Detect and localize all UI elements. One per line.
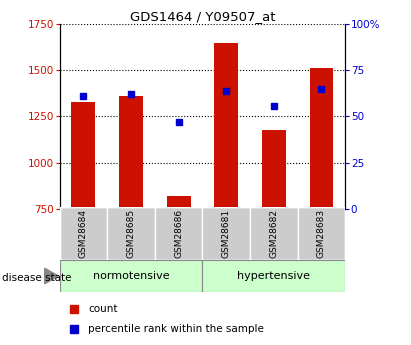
Text: GSM28681: GSM28681 [222, 209, 231, 258]
Bar [214, 42, 238, 209]
Bar [202, 260, 345, 292]
Text: count: count [88, 304, 118, 314]
Text: GSM28686: GSM28686 [174, 209, 183, 258]
Text: GSM28682: GSM28682 [269, 209, 278, 258]
Bar [298, 207, 345, 260]
Text: GSM28683: GSM28683 [317, 209, 326, 258]
Title: GDS1464 / Y09507_at: GDS1464 / Y09507_at [129, 10, 275, 23]
Text: normotensive: normotensive [93, 271, 169, 281]
Bar [60, 207, 107, 260]
Bar [309, 68, 333, 209]
Bar [167, 196, 191, 209]
Polygon shape [45, 268, 58, 284]
Text: GSM28684: GSM28684 [79, 209, 88, 258]
Bar [60, 260, 202, 292]
Bar [202, 207, 250, 260]
Bar [155, 207, 202, 260]
Bar [107, 207, 155, 260]
Text: GSM28685: GSM28685 [127, 209, 136, 258]
Text: disease state: disease state [2, 273, 72, 283]
Text: hypertensive: hypertensive [237, 271, 310, 281]
Text: percentile rank within the sample: percentile rank within the sample [88, 324, 264, 334]
Bar [119, 96, 143, 209]
Bar [250, 207, 298, 260]
Bar [72, 102, 95, 209]
Bar [262, 130, 286, 209]
